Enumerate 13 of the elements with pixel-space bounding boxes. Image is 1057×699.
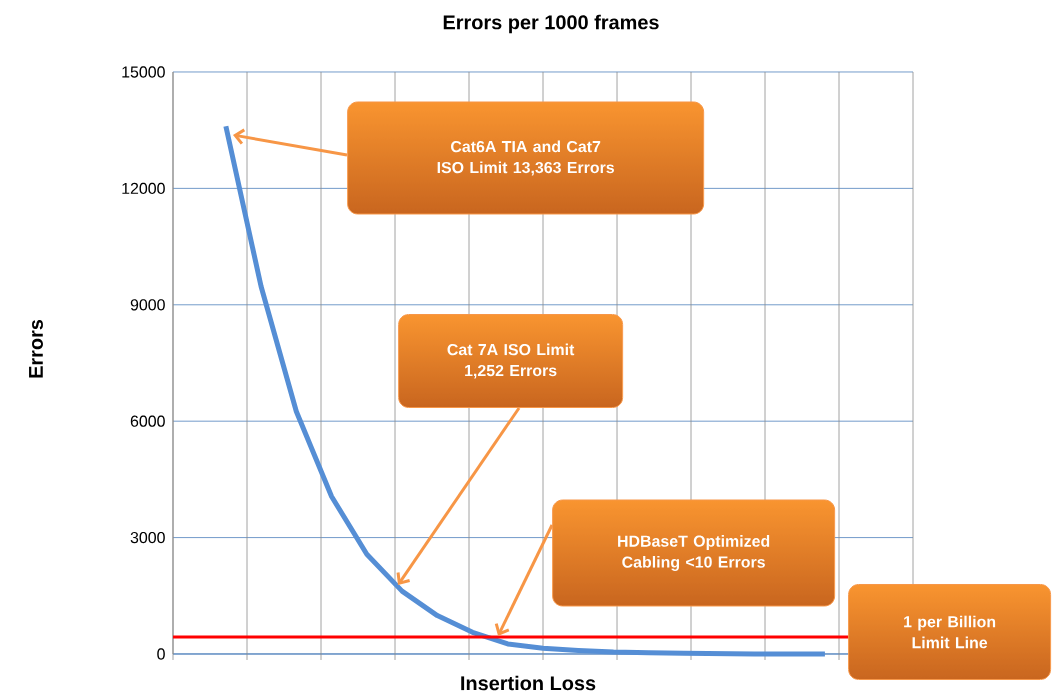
annotation: Cat6A TIA and Cat7 ISO Limit 13,363 Errors bbox=[437, 140, 614, 176]
y-tick-label: 6000 bbox=[130, 415, 165, 427]
y-axis-title: Errors bbox=[29, 319, 43, 378]
annotation: HDBaseT Optimized Cabling <10 Errors bbox=[618, 535, 770, 571]
y-tick-label: 15000 bbox=[122, 66, 165, 78]
x-axis-title: Insertion Loss bbox=[461, 675, 596, 691]
y-tick-label: 9000 bbox=[130, 299, 165, 311]
y-tick-label: 3000 bbox=[130, 531, 165, 544]
chart-title: Errors per 1000 frames bbox=[443, 14, 659, 34]
annotation: Cat 7A ISO Limit 1,252 Errors bbox=[447, 343, 575, 379]
ref-line-label: 1 per Billion Limit Line bbox=[904, 615, 996, 649]
y-tick-label: 0 bbox=[157, 648, 165, 660]
y-tick-label: 12000 bbox=[122, 182, 165, 195]
